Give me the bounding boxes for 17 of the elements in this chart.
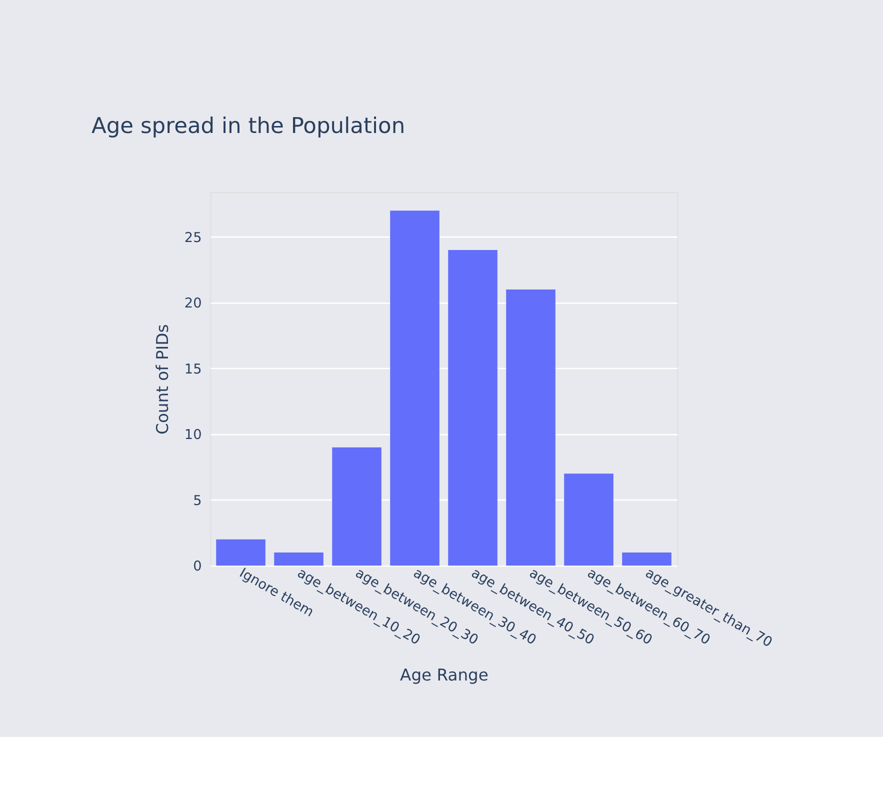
bar [448,250,498,566]
y-axis-title: Count of PIDs [153,324,172,434]
y-tick-label: 15 [184,361,202,378]
y-tick-label: 5 [193,492,202,509]
bar [332,447,382,566]
bar [390,210,440,566]
bar [274,552,324,566]
y-tick-label: 0 [193,558,202,575]
bar [506,289,556,566]
y-tick-label: 25 [184,230,202,246]
x-axis-title: Age Range [400,666,488,685]
y-tick-label: 10 [184,427,202,444]
bar [622,552,672,566]
chart-title: Age spread in the Population [91,114,406,140]
bar [564,474,614,566]
y-tick-label: 20 [184,296,202,312]
bar [216,539,266,566]
